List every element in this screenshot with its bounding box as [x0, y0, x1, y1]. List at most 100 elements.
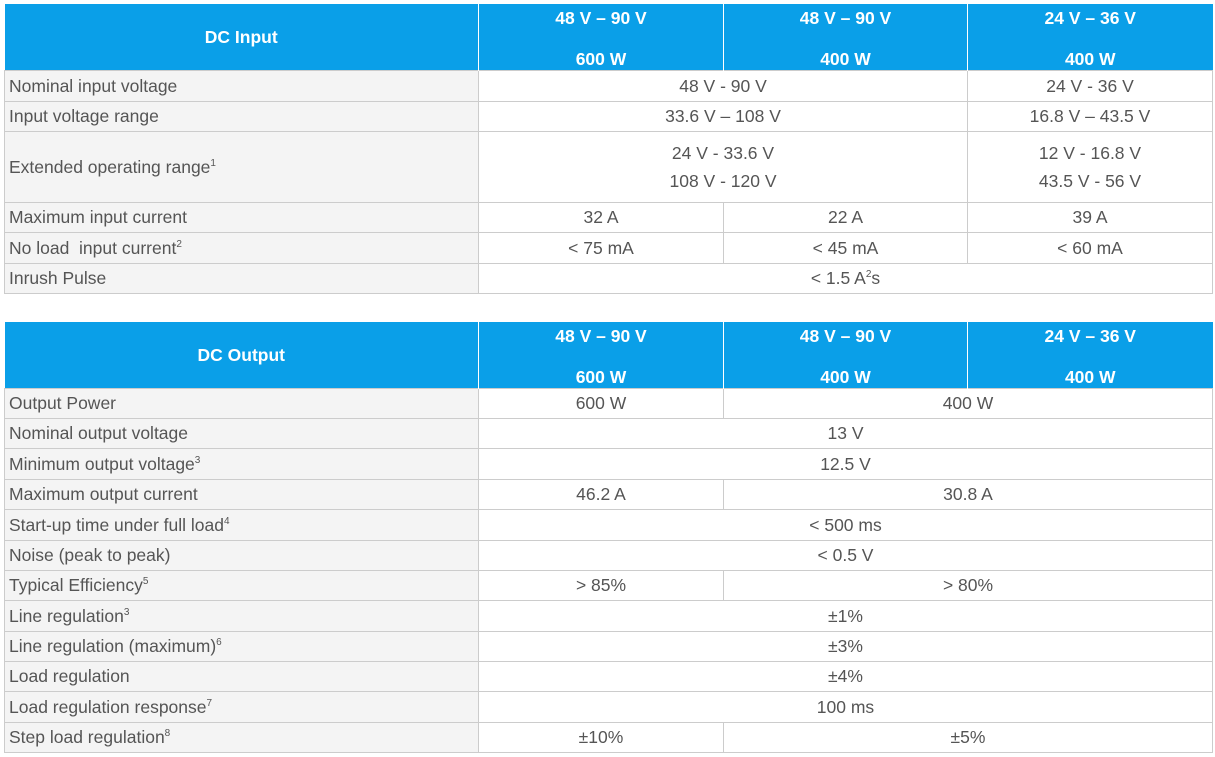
row-value: ±4% [478, 661, 1213, 692]
row-label: Output Power [4, 388, 479, 419]
table-row: Extended operating range1 24 V - 33.6 V 1… [4, 131, 1213, 203]
table-row: Maximum output current 46.2 A 30.8 A [4, 479, 1213, 510]
row-label: Nominal output voltage [4, 418, 479, 449]
row-value-line: 108 V - 120 V [669, 171, 777, 191]
dc-output-col-1-voltage: 48 V – 90 V [555, 326, 647, 346]
table-row: Line regulation (maximum)6 ±3% [4, 631, 1213, 662]
dc-output-col-1-power: 600 W [575, 367, 627, 387]
row-value: 32 A [478, 202, 724, 233]
table-row: Load regulation response7 100 ms [4, 691, 1213, 723]
dc-output-col-2-voltage: 48 V – 90 V [799, 326, 892, 346]
row-value: < 75 mA [478, 232, 724, 264]
row-value: ±1% [478, 600, 1213, 632]
row-value: < 0.5 V [478, 540, 1213, 571]
row-value: ±10% [478, 722, 724, 753]
row-value-line: 12 V - 16.8 V [1038, 143, 1142, 163]
row-value: 12.5 V [478, 448, 1213, 480]
row-value: < 500 ms [478, 509, 1213, 541]
dc-input-title: DC Input [4, 4, 479, 71]
row-value: 13 V [478, 418, 1213, 449]
dc-input-col-2-voltage: 48 V – 90 V [799, 8, 892, 28]
row-value-unit: s [871, 268, 881, 288]
row-value: 48 V - 90 V [478, 70, 968, 102]
dc-output-col-1: 48 V – 90 V 600 W [478, 322, 724, 389]
row-value: 600 W [478, 388, 724, 419]
row-value: 400 W [723, 388, 1213, 419]
row-value: 39 A [967, 202, 1213, 233]
dc-input-table: DC Input 48 V – 90 V 600 W 48 V – 90 V 400… [4, 4, 1213, 294]
dc-input-col-1-voltage: 48 V – 90 V [555, 8, 647, 28]
row-label-cell: Extended operating range1 [4, 131, 479, 203]
table-row: Start-up time under full load4 < 500 ms [4, 509, 1213, 541]
table-row: Inrush Pulse < 1.5 A2s [4, 263, 1213, 294]
row-label: Maximum output current [4, 479, 479, 510]
row-label: Step load regulation [9, 727, 165, 747]
dc-output-col-3: 24 V – 36 V 400 W [967, 322, 1213, 389]
row-label: Inrush Pulse [4, 263, 479, 294]
footnote-marker: 8 [164, 728, 171, 739]
table-row: Load regulation ±4% [4, 661, 1213, 692]
row-value: 16.8 V – 43.5 V [967, 101, 1213, 132]
footnote-marker: 4 [223, 515, 230, 527]
table-row: Typical Efficiency5 > 85% > 80% [4, 570, 1213, 601]
dc-output-title: DC Output [4, 322, 479, 389]
dc-output-table: DC Output 48 V – 90 V 600 W 48 V – 90 V 40… [4, 322, 1213, 753]
row-value: < 45 mA [723, 232, 968, 264]
table-row: Input voltage range 33.6 V – 108 V 16.8 … [4, 101, 1213, 132]
table-row: Maximum input current 32 A 22 A 39 A [4, 202, 1213, 233]
dc-input-col-1-power: 600 W [575, 49, 627, 69]
table-row: Step load regulation8 ±10% ±5% [4, 722, 1213, 753]
row-label: Start-up time under full load [9, 514, 224, 535]
exponent: 2 [865, 269, 872, 280]
table-row: Nominal input voltage 48 V - 90 V 24 V -… [4, 70, 1213, 102]
row-label-cell: No load input current2 [4, 232, 479, 264]
table-row: Minimum output voltage3 12.5 V [4, 448, 1213, 480]
row-label-cell: Step load regulation8 [4, 722, 479, 753]
table-row: Noise (peak to peak) < 0.5 V [4, 540, 1213, 571]
row-label: Maximum input current [4, 202, 479, 233]
dc-input-col-3-power: 400 W [1064, 49, 1116, 69]
row-value: ±3% [478, 631, 1213, 662]
row-value: 22 A [723, 202, 968, 233]
footnote-marker: 1 [210, 157, 216, 169]
dc-input-header-row: DC Input 48 V – 90 V 600 W 48 V – 90 V 400… [4, 4, 1213, 71]
row-label-cell: Line regulation (maximum)6 [4, 631, 479, 662]
row-value: 30.8 A [723, 479, 1213, 510]
row-value: < 1.5 A [810, 268, 866, 288]
footnote-marker: 2 [176, 238, 182, 250]
row-value-line: 43.5 V - 56 V [1038, 171, 1142, 191]
row-label-cell: Load regulation response7 [4, 691, 479, 723]
row-label: Line regulation (maximum) [9, 636, 217, 656]
row-label-cell: Line regulation3 [4, 600, 479, 632]
footnote-marker: 5 [142, 576, 149, 587]
row-label: Line regulation [9, 605, 124, 626]
row-label-cell: Typical Efficiency5 [4, 570, 479, 601]
row-value: 24 V - 36 V [967, 70, 1213, 102]
footnote-marker: 7 [206, 697, 213, 709]
row-label: Typical Efficiency [9, 575, 143, 595]
row-label: Extended operating range [9, 156, 211, 177]
row-value: > 85% [478, 570, 724, 601]
row-label: No load input current [9, 237, 177, 258]
row-value: 100 ms [478, 691, 1213, 723]
row-label: Minimum output voltage [9, 453, 195, 474]
dc-output-col-3-voltage: 24 V – 36 V [1044, 326, 1136, 346]
dc-input-col-1: 48 V – 90 V 600 W [478, 4, 724, 71]
footnote-marker: 3 [194, 454, 201, 466]
row-value: 46.2 A [478, 479, 724, 510]
row-label: Load regulation [4, 661, 479, 692]
row-label: Load regulation response [9, 696, 207, 717]
row-label: Input voltage range [4, 101, 479, 132]
footnote-marker: 3 [123, 606, 130, 618]
row-value-cell: 24 V - 33.6 V 108 V - 120 V [478, 131, 968, 203]
table-row: Nominal output voltage 13 V [4, 418, 1213, 449]
row-label-cell: Start-up time under full load4 [4, 509, 479, 541]
row-label: Nominal input voltage [4, 70, 479, 102]
dc-output-col-3-power: 400 W [1064, 367, 1116, 387]
dc-input-col-3-voltage: 24 V – 36 V [1044, 8, 1136, 28]
table-row: Line regulation3 ±1% [4, 600, 1213, 632]
dc-input-col-3: 24 V – 36 V 400 W [967, 4, 1213, 71]
dc-input-col-2: 48 V – 90 V 400 W [723, 4, 968, 71]
table-row: No load input current2 < 75 mA < 45 mA <… [4, 232, 1213, 264]
dc-output-col-2: 48 V – 90 V 400 W [723, 322, 968, 389]
